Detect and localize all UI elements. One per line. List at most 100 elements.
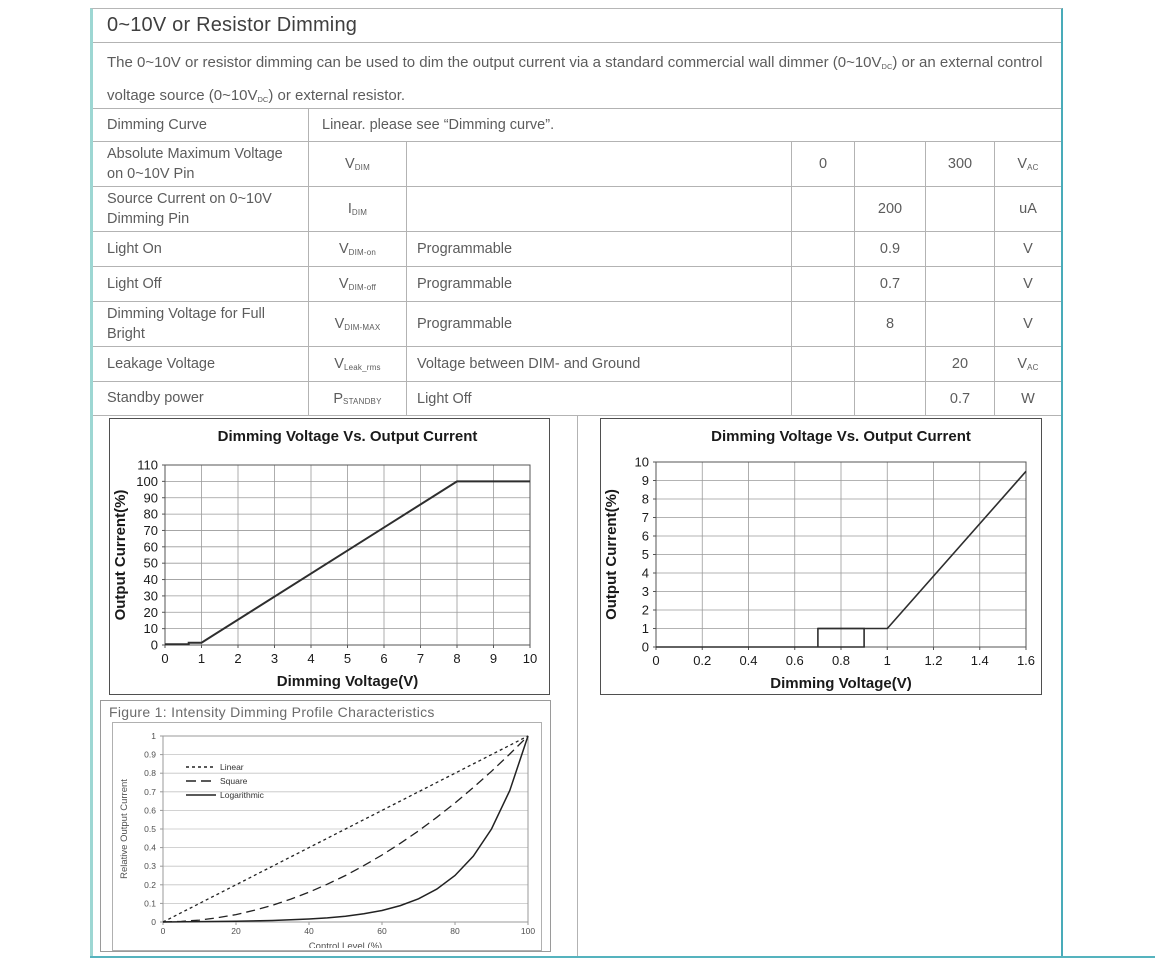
symbol-cell: V DIM xyxy=(308,142,406,187)
intro-text: ) or external resistor. xyxy=(268,87,406,104)
svg-text:0: 0 xyxy=(151,917,156,927)
param-cell: Absolute Maximum Voltage on 0~10V Pin xyxy=(107,146,283,183)
svg-text:6: 6 xyxy=(380,651,387,666)
svg-text:Linear: Linear xyxy=(220,762,244,772)
svg-text:0.2: 0.2 xyxy=(693,653,711,668)
figure-1-caption: Figure 1: Intensity Dimming Profile Char… xyxy=(109,704,435,720)
typ-cell xyxy=(854,347,925,381)
svg-text:60: 60 xyxy=(144,539,158,554)
svg-text:Logarithmic: Logarithmic xyxy=(220,790,265,800)
intro-text: The 0~10V or resistor dimming can be use… xyxy=(107,54,882,71)
svg-text:7: 7 xyxy=(417,651,424,666)
figure-row: Figure 1: Intensity Dimming Profile Char… xyxy=(93,698,1061,956)
typ-cell: 8 xyxy=(854,302,925,347)
max-cell xyxy=(925,187,994,232)
figure-1-frame: Figure 1: Intensity Dimming Profile Char… xyxy=(100,700,551,952)
symbol-cell: P STANDBY xyxy=(308,382,406,415)
svg-text:4: 4 xyxy=(642,566,649,581)
typ-cell xyxy=(854,142,925,187)
svg-text:0.6: 0.6 xyxy=(786,653,804,668)
unit-cell: V xyxy=(994,302,1061,347)
svg-text:1: 1 xyxy=(884,653,891,668)
spec-table: Dimming Curve Linear. please see “Dimmin… xyxy=(93,109,1061,416)
param-cell: Standby power xyxy=(107,390,204,407)
svg-text:0.8: 0.8 xyxy=(832,653,850,668)
symbol-cell: V Leak_rms xyxy=(308,347,406,381)
unit: V xyxy=(1017,156,1028,173)
max-cell xyxy=(925,267,994,301)
typ-cell: 200 xyxy=(854,187,925,232)
param-cell: Light Off xyxy=(107,275,162,292)
svg-text:30: 30 xyxy=(144,588,158,603)
svg-text:100: 100 xyxy=(136,474,158,489)
svg-text:3: 3 xyxy=(271,651,278,666)
dimming-chart-zoomed-svg: 0 0.2 0.4 0.6 0.8 1 1.2 1.4 1.6 0 1 2 3 4 5 6 7 8 9 10 Dimmi… xyxy=(601,419,1041,699)
charts-row-left-cell: 0 1 2 3 4 5 6 7 8 9 10 0 10 20 30 40 50 60 70 80 90 100 110 Dim… xyxy=(93,416,578,698)
min-cell xyxy=(791,302,854,347)
svg-text:20: 20 xyxy=(144,605,158,620)
unit-cell: W xyxy=(994,382,1061,415)
figure-row-left-cell: Figure 1: Intensity Dimming Profile Char… xyxy=(93,698,578,956)
svg-text:70: 70 xyxy=(144,523,158,538)
svg-text:10: 10 xyxy=(635,455,649,470)
value-cell: Linear. please see “Dimming curve”. xyxy=(308,109,1061,141)
figure-row-right-cell xyxy=(578,698,1061,956)
svg-text:4: 4 xyxy=(307,651,314,666)
svg-text:0.4: 0.4 xyxy=(144,843,156,853)
subscript-dc: DC xyxy=(257,95,269,104)
svg-text:0.3: 0.3 xyxy=(144,861,156,871)
svg-text:Relative Output Current: Relative Output Current xyxy=(119,779,130,879)
max-cell: 300 xyxy=(925,142,994,187)
intro-paragraph: The 0~10V or resistor dimming can be use… xyxy=(107,47,1047,113)
svg-text:80: 80 xyxy=(144,507,158,522)
min-cell xyxy=(791,187,854,232)
table-row: Source Current on 0~10V Dimming Pin I DIM… xyxy=(93,187,1061,232)
svg-text:10: 10 xyxy=(144,621,158,636)
svg-text:Dimming Voltage(V): Dimming Voltage(V) xyxy=(770,675,911,692)
svg-text:90: 90 xyxy=(144,490,158,505)
symbol: I xyxy=(347,201,352,218)
dimming-chart-zoomed: 0 0.2 0.4 0.6 0.8 1 1.2 1.4 1.6 0 1 2 3 4 5 6 7 8 9 10 Dimmi… xyxy=(600,418,1042,695)
symbol-subscript: DIM-on xyxy=(348,247,377,257)
symbol-subscript: DIM-off xyxy=(348,282,377,292)
min-cell xyxy=(791,347,854,381)
typ-cell: 0.9 xyxy=(854,232,925,266)
svg-text:5: 5 xyxy=(344,651,351,666)
symbol-cell: V DIM-MAX xyxy=(308,302,406,347)
svg-text:1: 1 xyxy=(642,621,649,636)
svg-text:0.1: 0.1 xyxy=(144,898,156,908)
param-cell: Source Current on 0~10V Dimming Pin xyxy=(107,191,272,228)
table-row: Dimming Curve Linear. please see “Dimmin… xyxy=(93,109,1061,142)
svg-text:1: 1 xyxy=(151,731,156,741)
unit-cell: uA xyxy=(994,187,1061,232)
svg-text:9: 9 xyxy=(490,651,497,666)
svg-text:0: 0 xyxy=(161,651,168,666)
unit: V xyxy=(1017,356,1028,372)
min-cell xyxy=(791,382,854,415)
svg-text:0: 0 xyxy=(151,638,158,653)
svg-text:8: 8 xyxy=(642,492,649,507)
max-cell: 20 xyxy=(925,347,994,381)
svg-text:2: 2 xyxy=(642,603,649,618)
svg-text:0.8: 0.8 xyxy=(144,768,156,778)
svg-text:7: 7 xyxy=(642,510,649,525)
unit-cell: V xyxy=(994,232,1061,266)
svg-text:6: 6 xyxy=(642,529,649,544)
svg-text:Dimming Voltage Vs. Output Cur: Dimming Voltage Vs. Output Current xyxy=(218,428,478,445)
intro-text: ) or an external control voltage source … xyxy=(107,54,1043,104)
svg-text:5: 5 xyxy=(642,547,649,562)
min-cell xyxy=(791,267,854,301)
symbol-subscript: DIM xyxy=(354,162,370,172)
condition-cell: Voltage between DIM- and Ground xyxy=(406,347,791,381)
svg-text:3: 3 xyxy=(642,584,649,599)
unit: W xyxy=(1021,390,1035,407)
charts-row: 0 1 2 3 4 5 6 7 8 9 10 0 10 20 30 40 50 60 70 80 90 100 110 Dim… xyxy=(93,416,1061,698)
table-row: Leakage Voltage V Leak_rms Voltage betwee… xyxy=(93,347,1061,382)
symbol-subscript: Leak_rms xyxy=(343,362,381,372)
svg-text:8: 8 xyxy=(453,651,460,666)
dimming-chart-full-range: 0 1 2 3 4 5 6 7 8 9 10 0 10 20 30 40 50 60 70 80 90 100 110 Dim… xyxy=(109,418,550,695)
symbol-cell: V DIM-on xyxy=(308,232,406,266)
svg-text:20: 20 xyxy=(231,926,241,936)
unit-subscript: AC xyxy=(1027,162,1039,172)
